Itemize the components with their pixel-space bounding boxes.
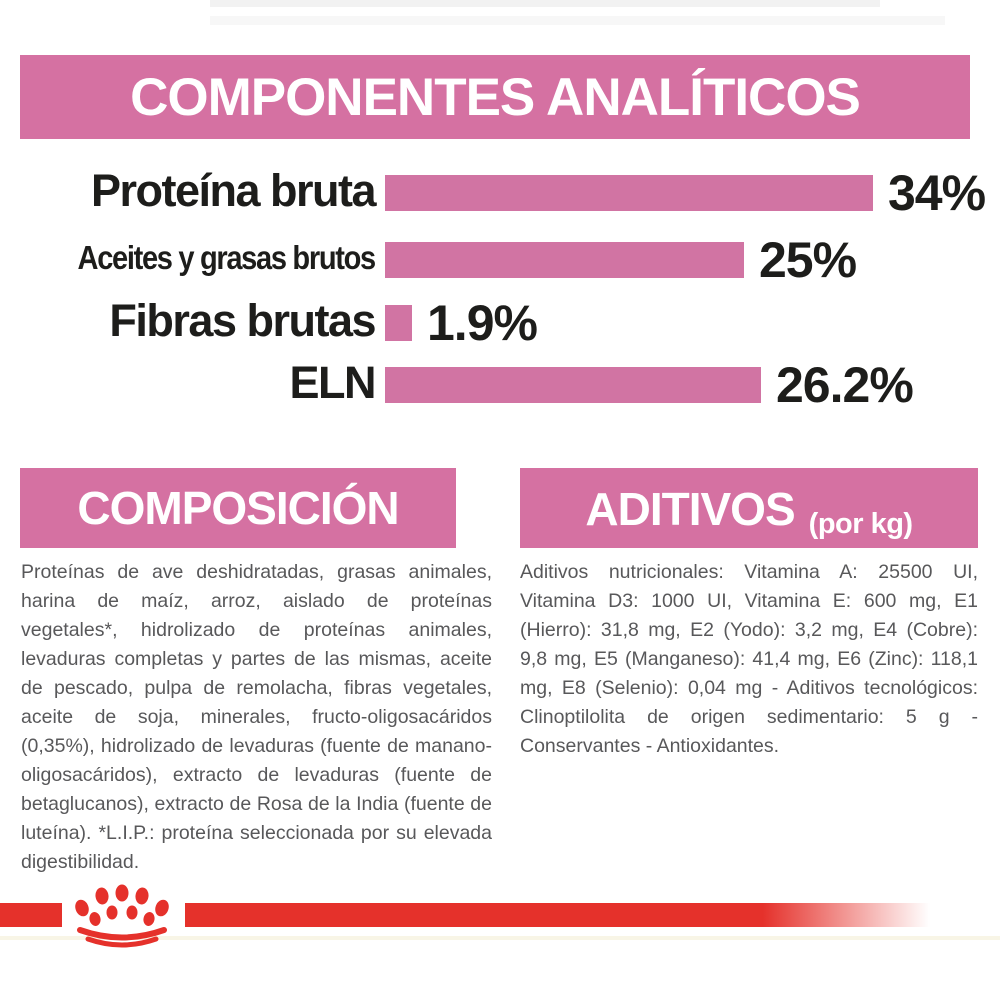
- additives-title: ADITIVOS: [585, 483, 795, 535]
- brand-stripe-right: [185, 903, 945, 927]
- royal-canin-crown-icon: [75, 884, 169, 948]
- composition-title: COMPOSICIÓN: [77, 482, 399, 534]
- top-crop-artifact: [210, 16, 945, 25]
- additives-body-text: Aditivos nutricionales: Vitamina A: 2550…: [520, 561, 978, 757]
- chart-category-label: Fibras brutas: [109, 295, 376, 346]
- footer-faint-line: [0, 936, 1000, 940]
- chart-category-label: ELN: [289, 357, 377, 408]
- analytical-components-bar-chart: Proteína bruta 34% Aceites y grasas brutos…: [0, 0, 1000, 440]
- brand-stripe-left: [0, 903, 62, 927]
- additives-header: ADITIVOS (por kg): [520, 468, 978, 548]
- composition-body-text: Proteínas de ave deshidratadas, grasas a…: [21, 561, 492, 873]
- chart-bar: [385, 367, 761, 403]
- top-crop-artifact: [210, 0, 880, 7]
- chart-value-label: 26.2%: [776, 357, 914, 413]
- chart-value-label: 1.9%: [427, 295, 538, 351]
- chart-value-label: 34%: [888, 165, 986, 221]
- additives-unit-note: (por kg): [808, 508, 913, 540]
- analytical-components-title: COMPONENTES ANALÍTICOS: [130, 67, 861, 127]
- chart-value-label: 25%: [759, 232, 857, 288]
- chart-category-label: Proteína bruta: [90, 165, 377, 216]
- chart-bar: [385, 242, 744, 278]
- chart-bar: [385, 305, 412, 341]
- chart-bar: [385, 175, 873, 211]
- composition-header: COMPOSICIÓN: [20, 468, 456, 548]
- chart-category-label: Aceites y grasas brutos: [77, 239, 377, 276]
- analytical-components-header: COMPONENTES ANALÍTICOS: [20, 55, 970, 139]
